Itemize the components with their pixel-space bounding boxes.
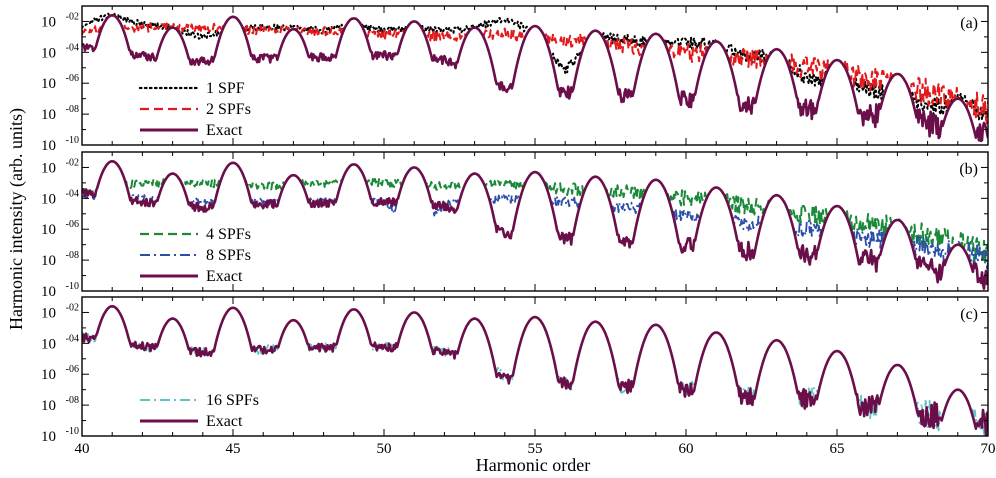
y-axis-label: Harmonic intensity (arb. units) xyxy=(6,108,27,330)
y-tick-label: 10 xyxy=(41,138,56,154)
x-tick-label: 65 xyxy=(830,441,845,457)
series-group xyxy=(82,160,988,290)
legend-label: 8 SPFs xyxy=(206,247,251,264)
y-tick-exponent: -10 xyxy=(66,426,79,437)
y-tick-label: 10 xyxy=(41,191,56,207)
panel-tag: (a) xyxy=(960,15,978,32)
series-line-1-3 xyxy=(82,14,988,143)
legend-label: Exact xyxy=(206,268,243,285)
y-tick-exponent: -06 xyxy=(66,73,79,84)
x-tick-label: 70 xyxy=(981,441,996,457)
y-tick-exponent: -08 xyxy=(66,250,79,261)
legend-label: Exact xyxy=(206,413,243,430)
series-line-2-3 xyxy=(82,160,988,290)
y-tick-exponent: -06 xyxy=(66,219,79,230)
panel-a: 10 -10 10 -08 10 -06 10 -04 10 -02 (a) 1 SPF 2 SPFs E… xyxy=(41,5,989,154)
x-tick-label: 45 xyxy=(226,441,241,457)
legend-label: Exact xyxy=(206,122,243,139)
y-tick-exponent: -04 xyxy=(66,42,79,53)
x-axis-label: Harmonic order xyxy=(476,455,590,475)
y-tick-exponent: -02 xyxy=(66,157,79,168)
y-tick-exponent: -10 xyxy=(66,281,79,292)
legend-label: 2 SPFs xyxy=(206,101,251,118)
panel-tag: (b) xyxy=(959,161,978,178)
y-tick-label: 10 xyxy=(41,367,56,383)
y-tick-exponent: -10 xyxy=(66,135,79,146)
y-tick-label: 10 xyxy=(41,429,56,445)
y-tick-label: 10 xyxy=(41,160,56,176)
y-tick-label: 10 xyxy=(41,305,56,321)
y-tick-exponent: -02 xyxy=(66,11,79,22)
legend-label: 1 SPF xyxy=(206,80,245,97)
series-group xyxy=(82,305,988,436)
y-tick-label: 10 xyxy=(41,222,56,238)
series-line-3-2 xyxy=(82,305,988,436)
legend-label: 4 SPFs xyxy=(206,226,251,243)
x-tick-label: 50 xyxy=(377,441,392,457)
panel-tag: (c) xyxy=(960,306,978,323)
y-tick-exponent: -04 xyxy=(66,333,79,344)
y-tick-label: 10 xyxy=(41,253,56,269)
y-tick-exponent: -02 xyxy=(66,302,79,313)
y-tick-exponent: -08 xyxy=(66,104,79,115)
y-tick-label: 10 xyxy=(41,45,56,61)
y-tick-exponent: -08 xyxy=(66,395,79,406)
x-tick-label: 40 xyxy=(75,441,90,457)
y-tick-label: 10 xyxy=(41,398,56,414)
y-tick-label: 10 xyxy=(41,107,56,123)
panel-c: 10 -10 10 -08 10 -06 10 -04 10 -02 40 45 50 55 60 65 70 (… xyxy=(41,296,996,457)
x-tick-label: 55 xyxy=(528,441,543,457)
y-tick-exponent: -06 xyxy=(66,364,79,375)
y-tick-label: 10 xyxy=(41,336,56,352)
y-tick-label: 10 xyxy=(41,284,56,300)
panel-b: 10 -10 10 -08 10 -06 10 -04 10 -02 (b) 4 SPFs 8 SPFs… xyxy=(41,151,989,300)
x-tick-label: 60 xyxy=(679,441,694,457)
y-tick-label: 10 xyxy=(41,14,56,30)
y-tick-exponent: -04 xyxy=(66,188,79,199)
series-group xyxy=(82,11,988,143)
legend-label: 16 SPFs xyxy=(206,392,259,409)
panels: 10 -10 10 -08 10 -06 10 -04 10 -02 (a) 1 SPF 2 SPFs E… xyxy=(41,5,996,457)
y-tick-label: 10 xyxy=(41,76,56,92)
